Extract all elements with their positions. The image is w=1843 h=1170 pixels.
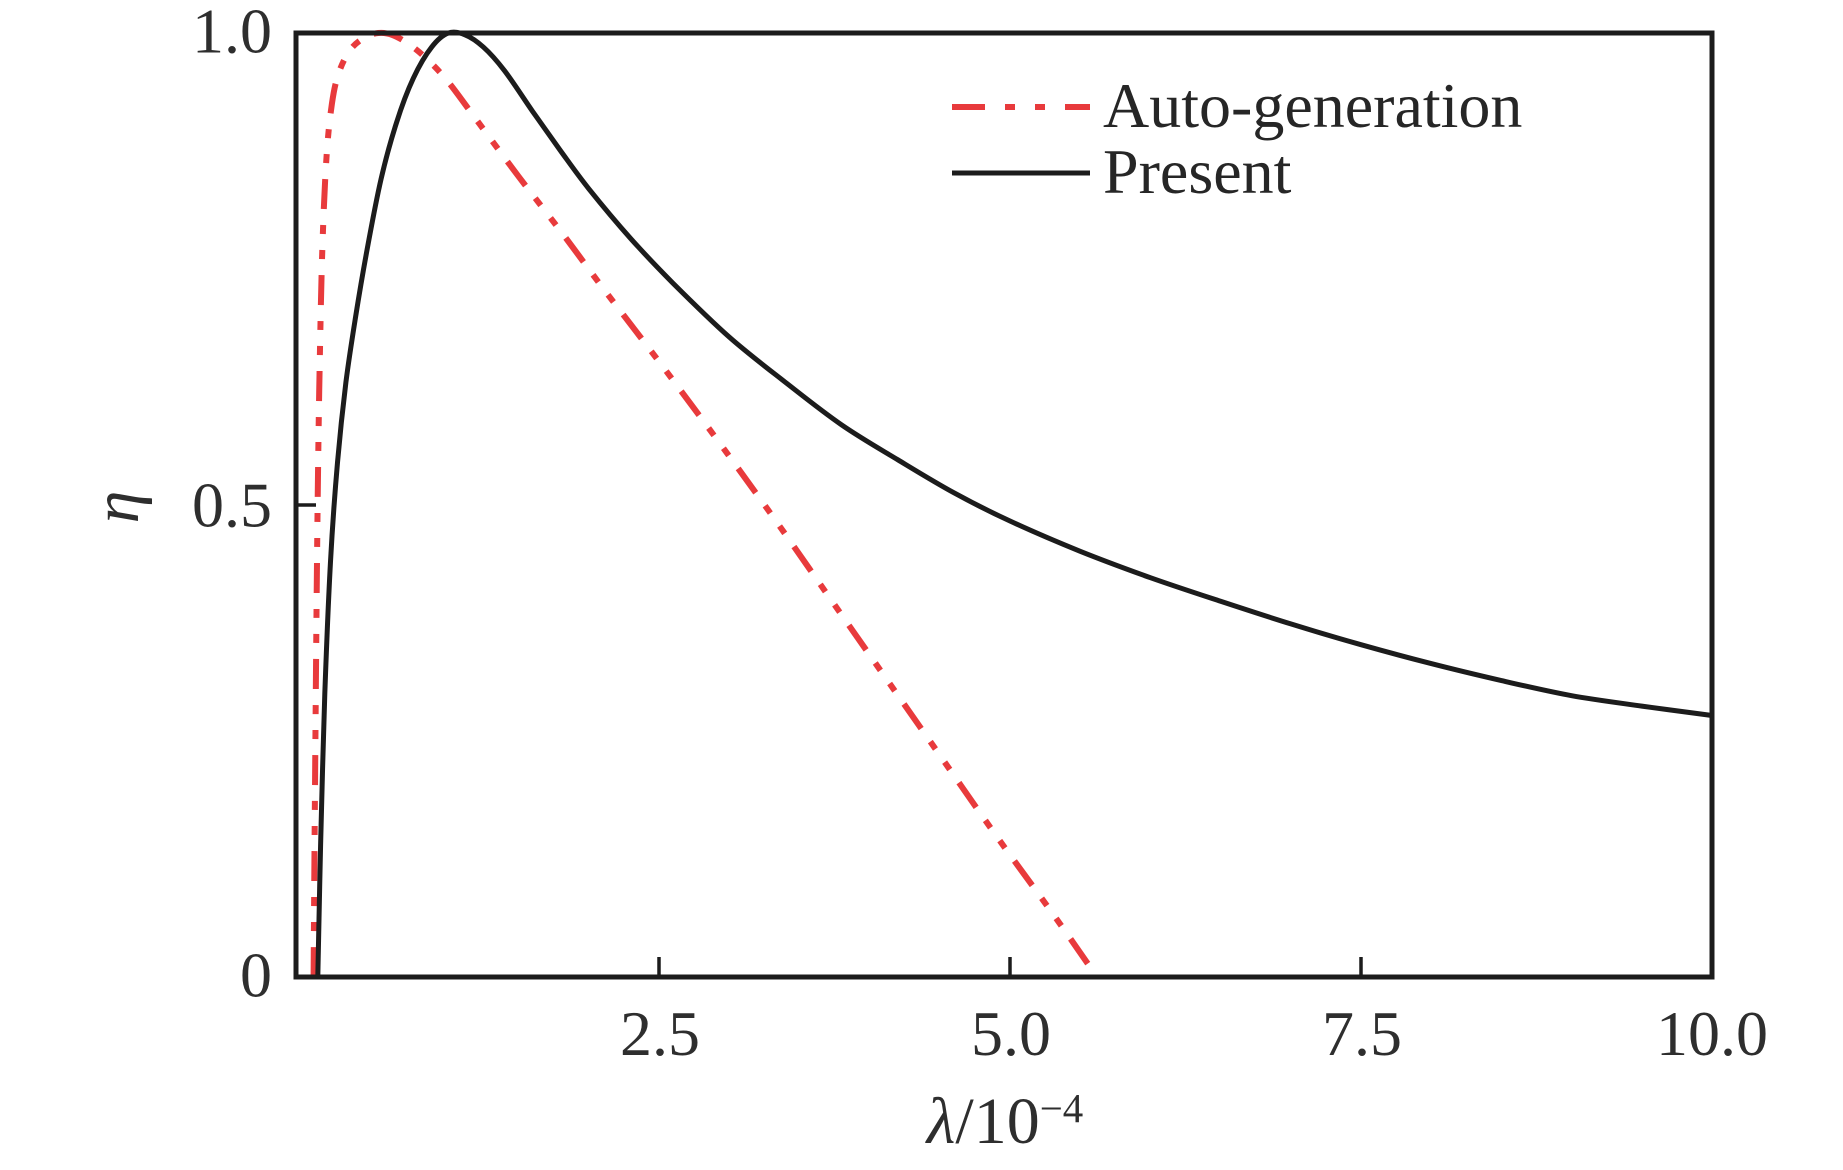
y-tick-label-0.5: 0.5 (192, 469, 272, 541)
x-axis-label: λ/10−4 (927, 1085, 1084, 1155)
curve-present (315, 29, 1713, 978)
x-axis-label-exponent: −4 (1039, 1085, 1084, 1131)
x-tick-label-5.0: 5.0 (971, 998, 1051, 1069)
x-tick-label-7.5: 7.5 (1322, 998, 1402, 1069)
legend-label-auto-generation: Auto-generation (1103, 70, 1523, 141)
data-curves (310, 29, 1713, 979)
x-axis-label-lambda: λ (926, 1085, 956, 1159)
y-axis-label: η (80, 490, 153, 524)
axis-ticks (296, 31, 1714, 979)
legend-label-present: Present (1103, 136, 1292, 207)
y-tick-label-1.0: 1.0 (192, 0, 272, 67)
curve-auto-generation (310, 29, 1100, 979)
x-tick-label-10.0: 10.0 (1656, 998, 1768, 1069)
x-tick-label-2.5: 2.5 (620, 998, 700, 1069)
y-tick-label-0: 0 (240, 939, 272, 1011)
legend-line-samples (952, 104, 1090, 176)
x-axis-label-base: /10 (955, 1085, 1040, 1159)
